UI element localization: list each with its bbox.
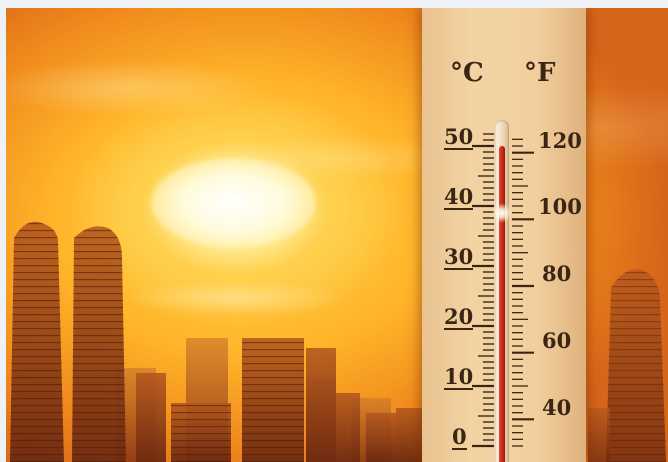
building (336, 393, 360, 462)
fahrenheit-label-80: 80 (542, 261, 572, 286)
celsius-label-20: 20 (444, 304, 474, 330)
celsius-label-10: 10 (444, 364, 474, 390)
city-skyline (10, 221, 666, 462)
fahrenheit-unit: °F (524, 58, 556, 88)
celsius-label-30: 30 (444, 244, 474, 270)
fahrenheit-label-100: 100 (538, 194, 582, 219)
building (136, 373, 166, 462)
thermometer-scale (472, 133, 534, 448)
building (396, 408, 422, 462)
building (10, 221, 64, 462)
building (588, 408, 610, 462)
heatwave-photo: °C °F 50 40 30 20 10 0 120 100 80 60 40 (6, 8, 668, 462)
building (242, 338, 304, 462)
fahrenheit-label-60: 60 (542, 328, 572, 353)
building (72, 226, 126, 462)
building (366, 413, 396, 462)
fahrenheit-label-120: 120 (538, 128, 582, 153)
sun-glow (151, 158, 316, 248)
mercury-column (499, 146, 505, 462)
light-glint (492, 203, 512, 223)
thermometer: °C °F 50 40 30 20 10 0 120 100 80 60 40 (422, 8, 586, 462)
celsius-label-50: 50 (444, 124, 474, 150)
fahrenheit-label-40: 40 (542, 395, 572, 420)
celsius-label-40: 40 (444, 184, 474, 210)
building (171, 403, 231, 462)
celsius-unit: °C (450, 58, 484, 88)
building (606, 269, 666, 462)
celsius-label-0: 0 (452, 424, 467, 450)
building (306, 348, 336, 462)
